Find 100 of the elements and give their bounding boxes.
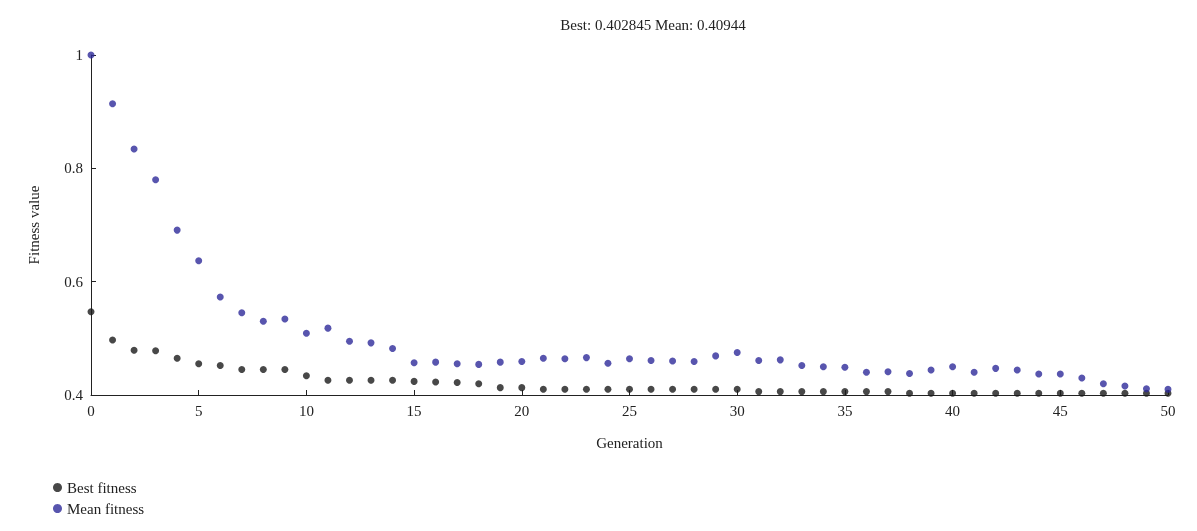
point [432,358,440,366]
point [884,368,892,376]
point [626,385,633,393]
y-axis-title: Fitness value [25,185,42,265]
point [755,356,763,364]
point [1099,389,1107,397]
x-tick-label: 40 [945,402,961,419]
point [152,176,160,184]
point [453,360,461,368]
point [238,309,246,317]
point [561,385,569,393]
point [367,376,375,384]
point [1078,389,1086,397]
x-tick-label: 10 [298,402,314,419]
point [841,388,849,396]
point [1099,380,1107,388]
point [389,376,397,384]
x-tick-label: 25 [622,402,637,419]
point [582,385,590,393]
point [1013,389,1021,397]
point [216,293,224,301]
point [1056,370,1064,378]
point [130,346,138,354]
point [798,362,806,370]
point [906,389,914,397]
point [259,317,267,325]
point [582,354,590,362]
x-tick-label: 35 [837,402,853,419]
point [604,359,612,367]
point [949,389,957,397]
point [475,380,483,388]
point [841,363,849,371]
point [410,377,418,385]
legend-label: Best fitness [67,479,137,496]
legend-label: Mean fitness [67,500,145,517]
point [798,388,806,396]
y-tick-label: 0.6 [64,273,84,290]
y-tick-label: 0.8 [64,160,83,177]
point [432,378,440,386]
point [216,362,224,370]
point [518,358,526,366]
point [1013,366,1021,374]
point [604,385,612,393]
point [259,366,267,373]
x-tick-label: 20 [514,402,530,419]
point [561,355,569,363]
point [776,388,784,396]
point [690,358,698,366]
point [927,389,935,397]
point [884,388,892,396]
point [345,337,353,345]
point [302,329,310,337]
point [755,388,763,396]
point [862,388,870,396]
point [238,366,246,373]
point [776,356,784,364]
point [152,347,160,355]
point [1056,389,1064,397]
point [173,226,181,234]
point [733,385,741,393]
x-tick-label: 0 [87,402,95,419]
point [281,315,289,323]
y-tick-label: 0.4 [64,387,84,403]
point [518,384,526,392]
x-tick-label: 45 [1052,402,1068,419]
point [669,385,677,393]
point [1035,370,1043,378]
point [389,345,397,353]
point [109,100,117,108]
point [992,389,1000,397]
point [862,368,870,376]
chart-title: Best: 0.402845 Mean: 0.40944 [560,16,747,33]
point [712,352,720,360]
x-tick-label: 5 [194,402,203,419]
point [496,384,504,392]
x-tick-label: 50 [1160,402,1176,419]
point [647,385,655,393]
point [906,369,914,377]
point [970,368,978,376]
point [539,354,547,362]
point [496,358,504,366]
point [173,354,181,362]
point [1035,389,1043,397]
point [626,355,633,363]
point [195,257,203,265]
point [87,308,95,316]
point [410,359,418,367]
y-tick-label: 1 [75,47,83,63]
x-axis-title: Generation [596,434,664,451]
point [949,363,957,371]
point [992,364,1000,372]
point [819,388,827,396]
point [647,356,655,364]
x-tick-label: 15 [406,402,422,419]
point [970,389,978,397]
point [690,385,698,393]
x-tick-label: 30 [729,402,745,419]
point [302,372,310,380]
point [475,360,483,368]
point [324,376,332,384]
